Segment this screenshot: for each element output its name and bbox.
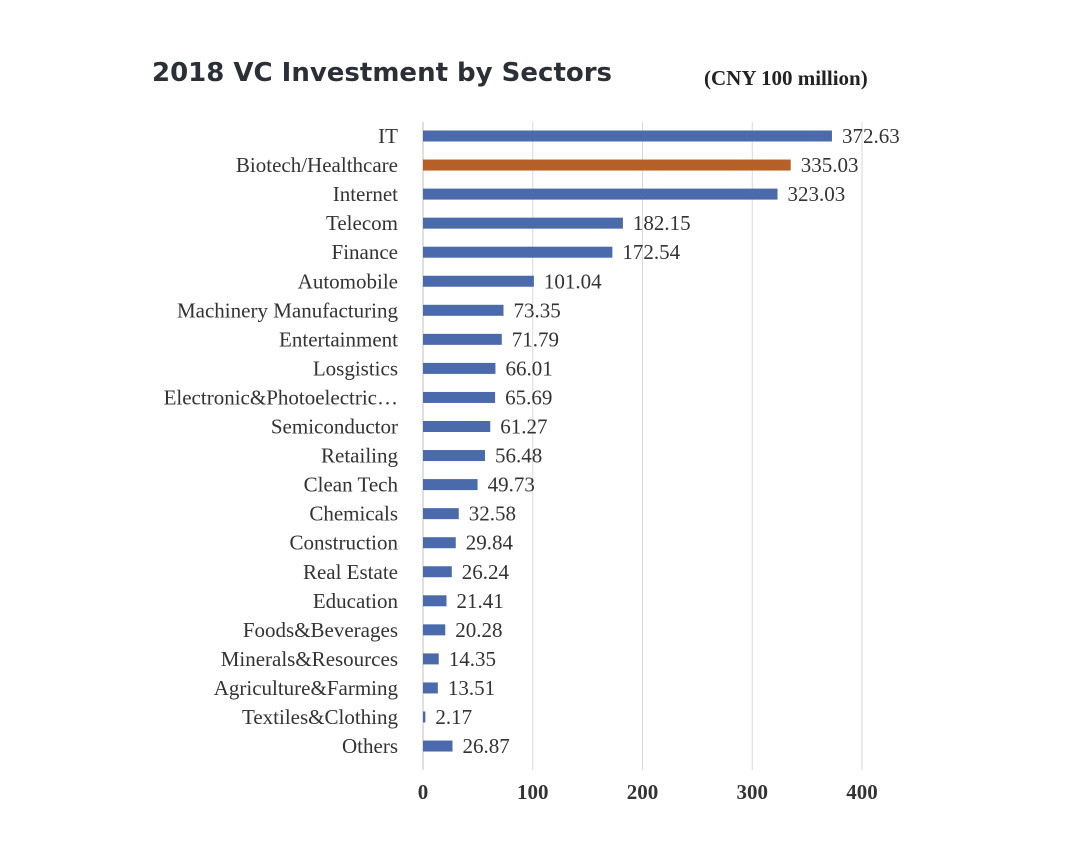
category-labels: IT Biotech/Healthcare Internet Telecom Finan…	[164, 124, 399, 758]
category-label: Entertainment	[279, 327, 398, 351]
chart-title: 2018 VC Investment by Sectors	[152, 58, 613, 88]
bar	[423, 333, 502, 345]
category-label: Textiles&Clothing	[242, 705, 399, 729]
bar	[423, 595, 447, 607]
bar	[423, 450, 485, 462]
bar	[423, 275, 534, 287]
data-label: 29.84	[466, 531, 514, 555]
category-label: Education	[313, 589, 399, 613]
category-label: Finance	[332, 240, 398, 264]
category-label: Minerals&Resources	[221, 647, 398, 671]
data-label: 49.73	[488, 473, 535, 497]
value-labels: 372.63 335.03 323.03 182.15 172.54 101.04 73.3…	[435, 124, 899, 758]
bar	[423, 682, 438, 694]
category-label: Retailing	[321, 444, 398, 468]
bar	[423, 217, 623, 229]
data-label: 71.79	[512, 327, 559, 351]
category-label: Semiconductor	[271, 415, 398, 439]
category-label: Chemicals	[309, 502, 398, 526]
category-label: IT	[378, 124, 398, 148]
category-label: Construction	[290, 531, 399, 555]
bar	[423, 624, 446, 636]
data-label: 21.41	[456, 589, 503, 613]
data-label: 323.03	[788, 182, 846, 206]
category-label: Biotech/Healthcare	[236, 153, 398, 177]
bar	[423, 740, 453, 752]
bar	[423, 479, 478, 491]
category-label: Agriculture&Farming	[214, 676, 399, 700]
x-tick-label: 200	[627, 780, 659, 804]
category-label: Internet	[333, 182, 398, 206]
data-label: 20.28	[455, 618, 502, 642]
bar	[423, 711, 426, 723]
bar	[423, 362, 496, 374]
category-label: Clean Tech	[304, 473, 399, 497]
data-label: 14.35	[449, 647, 496, 671]
x-tick-label: 300	[737, 780, 769, 804]
data-label: 61.27	[500, 415, 547, 439]
category-label: Telecom	[326, 211, 398, 235]
data-label: 182.15	[633, 211, 691, 235]
x-axis-ticks: 0 100 200 300 400	[418, 780, 878, 804]
x-tick-label: 0	[418, 780, 429, 804]
chart-unit-label: (CNY 100 million)	[704, 66, 868, 90]
data-label: 32.58	[469, 502, 516, 526]
bar	[423, 653, 439, 665]
x-tick-label: 100	[517, 780, 549, 804]
bar	[423, 159, 791, 171]
category-label: Electronic&Photoelectric…	[164, 385, 398, 409]
category-label: Losgistics	[313, 356, 398, 380]
bar	[423, 508, 459, 520]
data-label: 26.24	[462, 560, 510, 584]
bar	[423, 130, 832, 142]
data-label: 66.01	[505, 356, 552, 380]
bar	[423, 566, 452, 578]
bar	[423, 246, 613, 258]
bar	[423, 537, 456, 549]
category-label: Real Estate	[303, 560, 398, 584]
data-label: 372.63	[842, 124, 900, 148]
category-label: Foods&Beverages	[243, 618, 398, 642]
category-label: Others	[342, 734, 398, 758]
data-label: 56.48	[495, 444, 542, 468]
data-label: 172.54	[622, 240, 680, 264]
bar	[423, 188, 778, 200]
data-label: 26.87	[462, 734, 509, 758]
bar	[423, 304, 504, 316]
bars	[423, 130, 832, 752]
data-label: 65.69	[505, 385, 552, 409]
bar	[423, 421, 491, 432]
data-label: 13.51	[448, 676, 495, 700]
data-label: 101.04	[544, 269, 602, 293]
category-label: Machinery Manufacturing	[177, 298, 399, 322]
bar	[423, 391, 496, 403]
data-label: 335.03	[801, 153, 859, 177]
data-label: 2.17	[435, 705, 472, 729]
x-tick-label: 400	[846, 780, 878, 804]
category-label: Automobile	[298, 269, 398, 293]
data-label: 73.35	[514, 298, 561, 322]
